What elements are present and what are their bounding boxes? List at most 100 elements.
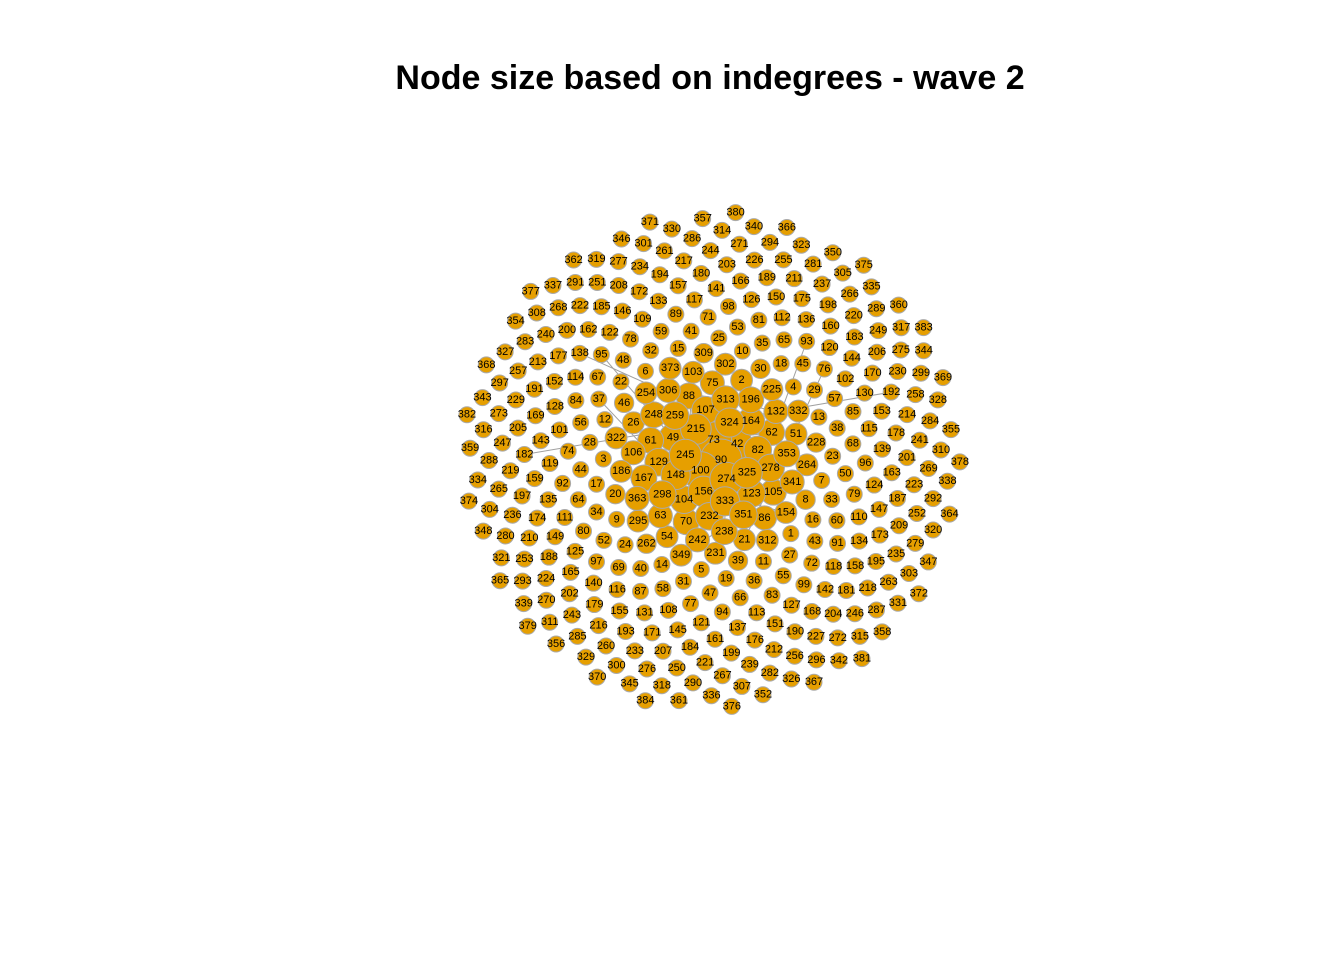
node — [693, 343, 714, 364]
node-label: 363 — [628, 492, 646, 504]
node-label: 54 — [661, 531, 673, 543]
node — [547, 635, 565, 653]
node — [732, 272, 750, 290]
node — [810, 408, 828, 426]
node-label: 26 — [627, 417, 639, 429]
node-label: 84 — [570, 395, 582, 407]
node — [659, 601, 677, 619]
node — [775, 331, 793, 349]
node — [491, 374, 509, 392]
node — [843, 349, 861, 367]
node-label: 246 — [846, 608, 864, 620]
node-label: 135 — [539, 494, 557, 506]
node-label: 90 — [715, 454, 727, 466]
node — [567, 368, 585, 386]
node — [710, 329, 728, 347]
node-label: 127 — [782, 599, 800, 611]
node — [642, 342, 660, 360]
node — [592, 298, 610, 316]
node — [571, 344, 589, 362]
node-label: 331 — [889, 597, 907, 609]
node-label: 259 — [666, 410, 684, 422]
node — [713, 603, 731, 621]
node-label: 55 — [777, 570, 789, 582]
node — [550, 421, 568, 439]
node — [850, 508, 868, 526]
node — [753, 334, 771, 352]
node-label: 78 — [624, 333, 636, 345]
node — [824, 244, 842, 262]
node — [942, 421, 960, 439]
node — [701, 584, 719, 602]
node — [577, 648, 595, 666]
node-label: 350 — [824, 247, 842, 259]
node-label: 91 — [831, 537, 843, 549]
node — [713, 221, 731, 239]
node — [805, 432, 827, 453]
node-label: 340 — [745, 221, 763, 233]
node-label: 281 — [804, 258, 822, 270]
node-label: 131 — [635, 607, 653, 619]
node — [774, 567, 792, 585]
node-label: 376 — [723, 700, 741, 712]
node-label: 211 — [785, 273, 803, 285]
node-label: 95 — [595, 348, 607, 360]
node-label: 86 — [758, 512, 770, 524]
node — [795, 453, 819, 477]
node — [608, 510, 626, 528]
node — [605, 484, 626, 505]
node-label: 143 — [532, 435, 550, 447]
node-label: 69 — [613, 561, 625, 573]
node-label: 243 — [563, 609, 581, 621]
node — [932, 441, 950, 459]
node — [865, 476, 883, 494]
node-label: 224 — [537, 572, 555, 584]
node-label: 261 — [655, 245, 673, 257]
node — [951, 453, 969, 471]
node-label: 264 — [798, 459, 816, 471]
node-label: 11 — [758, 555, 769, 567]
node-label: 366 — [778, 221, 796, 233]
node — [781, 546, 799, 564]
node-label: 230 — [888, 365, 906, 377]
node-label: 133 — [649, 295, 667, 307]
node-label: 303 — [900, 567, 918, 579]
node — [571, 297, 589, 315]
node-label: 370 — [588, 671, 606, 683]
node — [938, 472, 956, 490]
node-label: 88 — [683, 390, 695, 402]
node — [539, 491, 557, 509]
node-label: 247 — [493, 437, 511, 449]
node-label: 110 — [850, 511, 868, 523]
node-label: 248 — [644, 409, 662, 421]
node-label: 48 — [617, 354, 629, 366]
node — [612, 230, 630, 248]
node — [859, 579, 877, 597]
node-label: 280 — [496, 530, 514, 542]
node — [501, 462, 519, 480]
node-label: 170 — [863, 367, 881, 379]
node-label: 323 — [792, 239, 810, 251]
node — [549, 347, 567, 365]
node-label: 338 — [938, 475, 956, 487]
node — [873, 623, 891, 641]
node-label: 221 — [696, 657, 714, 669]
node-label: 208 — [610, 279, 628, 291]
node — [798, 332, 816, 350]
node — [763, 586, 781, 604]
node — [669, 339, 687, 357]
node-label: 23 — [827, 450, 839, 462]
node — [730, 235, 748, 253]
node — [537, 325, 555, 343]
node — [862, 278, 880, 296]
node-label: 28 — [584, 436, 596, 448]
node — [562, 563, 580, 581]
node — [915, 319, 933, 337]
node — [782, 525, 800, 543]
node — [870, 500, 888, 518]
node-label: 218 — [858, 582, 876, 594]
node-label: 381 — [853, 653, 871, 665]
node — [558, 321, 576, 339]
node — [696, 654, 714, 672]
